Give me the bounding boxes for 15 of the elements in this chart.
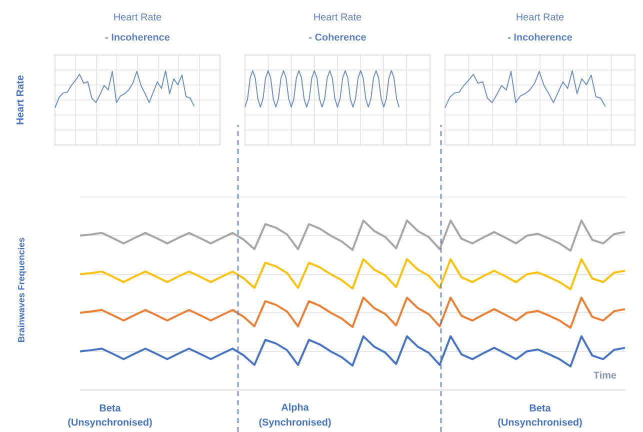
- text: Beta: [530, 404, 551, 412]
- chart-title: Heart Rate: [114, 14, 162, 20]
- chart-subtitle: - Coherence: [309, 33, 366, 41]
- y-axis-title: Heart Rate: [16, 75, 24, 124]
- text: (Synchronised): [259, 418, 331, 428]
- text: (Unsynchronised): [68, 418, 152, 428]
- x-axis-title: Time: [594, 371, 616, 379]
- text: (Unsynchronised): [498, 418, 582, 428]
- chart-subtitle: - Incoherence: [106, 33, 170, 41]
- chart-title: Heart Rate: [516, 14, 564, 20]
- text: Beta: [100, 404, 121, 412]
- chart-subtitle: - Incoherence: [508, 33, 572, 41]
- text: Alpha: [281, 403, 309, 413]
- chart-title: Heart Rate: [314, 14, 362, 20]
- y-axis-title: Brainwaves Frequencies: [18, 238, 26, 342]
